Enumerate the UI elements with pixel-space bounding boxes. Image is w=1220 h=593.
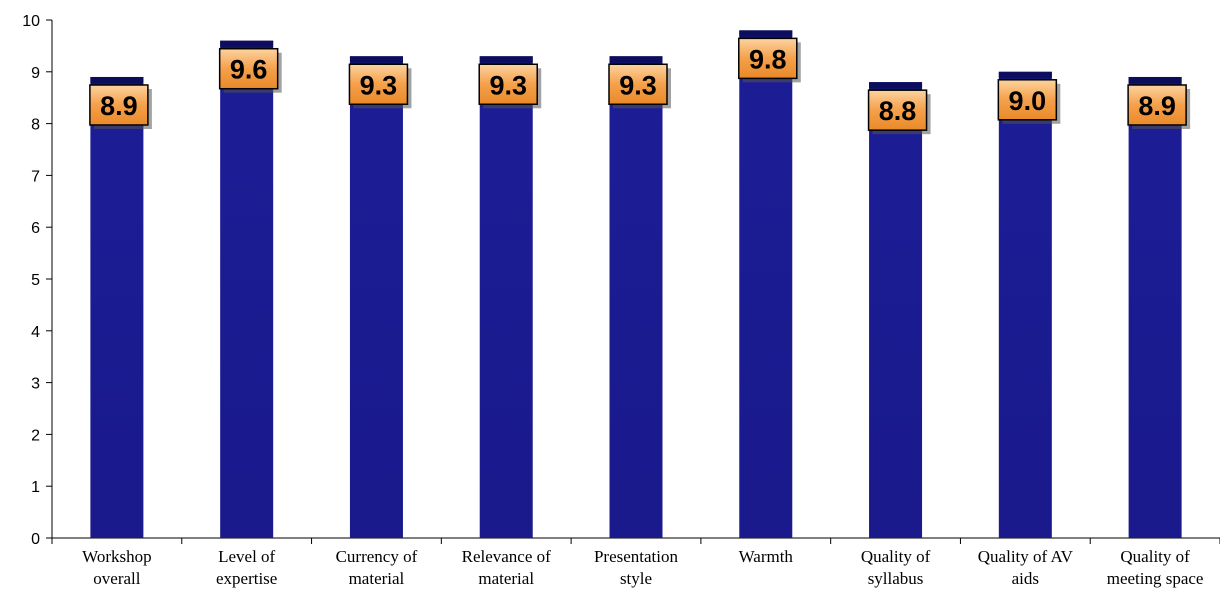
category-label: Currency of material xyxy=(336,547,418,588)
bar xyxy=(739,30,793,539)
bar-top-cap xyxy=(90,76,144,83)
y-tick-label: 5 xyxy=(31,272,40,289)
category-label-line: Workshop xyxy=(82,547,151,566)
data-label: 9.3 xyxy=(489,70,527,100)
category-label-line: aids xyxy=(1012,569,1039,588)
category-label-line: expertise xyxy=(216,569,277,588)
data-label: 8.8 xyxy=(879,96,917,126)
data-label: 9.0 xyxy=(1009,86,1047,116)
data-label: 9.6 xyxy=(230,55,268,85)
data-label-box xyxy=(738,37,798,80)
category-label: Quality of AV aids xyxy=(978,547,1074,588)
category-label-line: syllabus xyxy=(868,569,924,588)
category-label: Workshop overall xyxy=(82,547,151,588)
category-label-line: Presentation xyxy=(594,547,679,566)
category-label-line: style xyxy=(620,569,652,588)
category-label-line: material xyxy=(478,569,534,588)
y-tick-label: 8 xyxy=(31,117,40,134)
y-tick-label: 2 xyxy=(31,427,40,444)
data-label: 9.8 xyxy=(749,44,787,74)
category-label-line: Relevance of xyxy=(462,547,552,566)
data-label-box xyxy=(997,79,1058,121)
bar-top-cap xyxy=(220,40,274,47)
y-tick-label: 10 xyxy=(22,13,40,30)
data-label-box xyxy=(608,63,668,106)
data-label-box xyxy=(348,63,409,106)
data-label-box xyxy=(89,84,149,126)
category-label-line: Warmth xyxy=(739,547,794,566)
y-tick-label: 7 xyxy=(31,168,40,185)
y-axis: 0 1 2 3 4 5 6 7 8 9 10 xyxy=(22,13,53,548)
bar xyxy=(869,82,923,538)
data-label-box xyxy=(218,47,279,90)
category-label: Presentation style xyxy=(594,547,679,588)
bars xyxy=(90,30,1182,539)
category-label-line: material xyxy=(349,569,405,588)
category-label-line: meeting space xyxy=(1107,569,1204,588)
data-label: 8.9 xyxy=(1138,91,1176,121)
data-label-box xyxy=(1127,84,1187,126)
bar-top-cap xyxy=(349,56,403,63)
bar xyxy=(90,76,144,538)
category-label-line: Quality of AV xyxy=(978,547,1074,566)
category-label: Warmth xyxy=(739,547,794,566)
category-label: Relevance of material xyxy=(462,547,552,588)
y-tick-label: 1 xyxy=(31,479,40,496)
data-label-box xyxy=(867,89,928,131)
category-label: Quality of syllabus xyxy=(861,547,931,588)
bar xyxy=(479,56,533,538)
bar-top-cap xyxy=(1128,76,1182,83)
data-label: 9.3 xyxy=(619,70,657,100)
category-label: Level of expertise xyxy=(216,547,277,588)
bar xyxy=(609,56,663,538)
data-label: 8.9 xyxy=(100,91,138,121)
y-tick-label: 9 xyxy=(31,65,40,82)
bar xyxy=(220,40,274,538)
category-label-line: Level of xyxy=(218,547,275,566)
category-label-line: Quality of xyxy=(1120,547,1190,566)
y-tick-label: 6 xyxy=(31,220,40,237)
bar-top-cap xyxy=(998,71,1052,78)
bar xyxy=(1128,76,1182,538)
bar-top-cap xyxy=(609,56,663,63)
data-label: 9.3 xyxy=(360,70,398,100)
bar-top-cap xyxy=(739,30,793,37)
bar xyxy=(349,56,403,538)
y-tick-label: 0 xyxy=(31,531,40,548)
bar-top-cap xyxy=(479,56,533,63)
category-label-line: overall xyxy=(93,569,140,588)
y-tick-label: 3 xyxy=(31,376,40,393)
data-labels: 8.9 9.6 9.3 9.3 9.3 9.8 8.8 9.0 8.9 xyxy=(89,37,1191,135)
category-label: Quality of meeting space xyxy=(1107,547,1204,588)
y-tick-label: 4 xyxy=(31,324,40,341)
category-label-line: Quality of xyxy=(861,547,931,566)
data-label-box xyxy=(478,63,538,106)
bar-top-cap xyxy=(869,82,923,89)
x-axis: Workshop overall Level of expertise Currency… xyxy=(51,537,1220,588)
bar xyxy=(998,71,1052,539)
category-label-line: Currency of xyxy=(336,547,418,566)
